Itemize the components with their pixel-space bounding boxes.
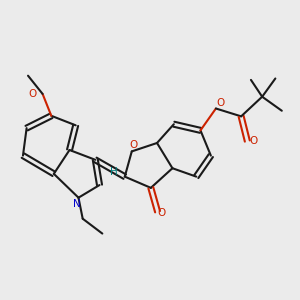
Text: O: O xyxy=(217,98,225,108)
Text: N: N xyxy=(73,199,81,209)
Text: H: H xyxy=(110,167,118,177)
Text: O: O xyxy=(249,136,258,146)
Text: O: O xyxy=(129,140,137,150)
Text: O: O xyxy=(29,89,37,99)
Text: O: O xyxy=(158,208,166,218)
